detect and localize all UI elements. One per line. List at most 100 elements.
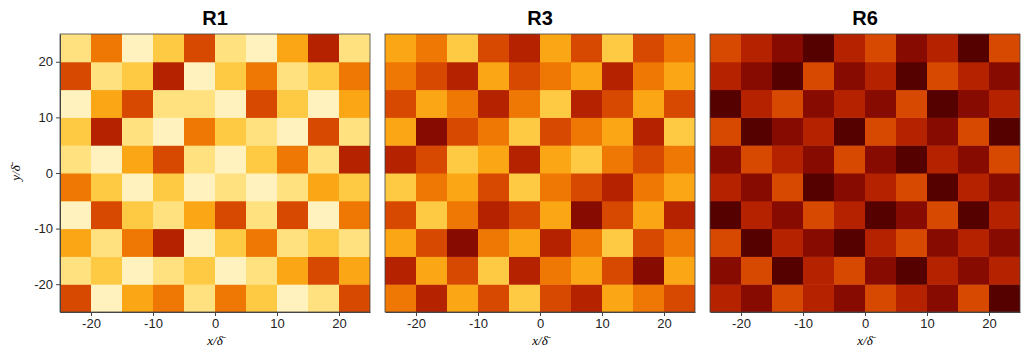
cell — [308, 90, 340, 118]
plot-frame — [60, 34, 370, 312]
y-axis-title: y/δ̄ — [8, 161, 23, 182]
cell — [184, 117, 216, 145]
cell — [184, 256, 216, 284]
cell — [741, 117, 773, 145]
x-tick: 20 — [332, 312, 346, 331]
cell — [540, 145, 572, 173]
cell — [540, 34, 572, 62]
cell — [215, 34, 247, 62]
cell — [540, 256, 572, 284]
cell — [339, 90, 370, 118]
cell — [184, 229, 216, 257]
cell — [571, 90, 603, 118]
cell — [447, 145, 479, 173]
cell — [416, 284, 448, 312]
cell — [865, 145, 897, 173]
cell — [184, 62, 216, 90]
cell — [215, 117, 247, 145]
cell — [215, 90, 247, 118]
cell — [772, 256, 804, 284]
cell — [540, 201, 572, 229]
cell — [834, 90, 866, 118]
cell — [865, 229, 897, 257]
cells — [60, 34, 370, 312]
cell — [509, 34, 541, 62]
x-tick: 0 — [537, 312, 544, 331]
cell — [60, 145, 92, 173]
cell — [339, 256, 370, 284]
cells — [710, 34, 1020, 312]
cell — [184, 284, 216, 312]
cell — [60, 284, 92, 312]
cell — [633, 284, 665, 312]
y-axis: -20-1001020 — [34, 35, 60, 313]
cell — [215, 173, 247, 201]
cell — [91, 201, 123, 229]
cell — [927, 229, 959, 257]
cell — [153, 284, 185, 312]
cell — [664, 117, 695, 145]
cell — [602, 90, 634, 118]
cell — [416, 173, 448, 201]
cell — [246, 117, 278, 145]
cell — [447, 90, 479, 118]
cell — [277, 229, 309, 257]
panel: -20-1001020R6x/δ̄ — [710, 7, 1021, 348]
cell — [896, 284, 928, 312]
x-axis: -20-1001020 — [711, 312, 1021, 331]
cell — [958, 34, 990, 62]
cell — [540, 173, 572, 201]
cell — [633, 201, 665, 229]
cell — [664, 62, 695, 90]
x-axis-title: x/δ̄ — [531, 333, 551, 348]
cell — [633, 34, 665, 62]
cell — [602, 229, 634, 257]
x-tick-label: 0 — [862, 316, 869, 331]
cell — [865, 256, 897, 284]
cell — [710, 284, 742, 312]
cell — [865, 117, 897, 145]
y-tick: 20 — [39, 54, 60, 69]
x-tick-label: -10 — [144, 316, 163, 331]
cell — [184, 173, 216, 201]
cell — [339, 34, 370, 62]
cell — [896, 145, 928, 173]
cell — [277, 117, 309, 145]
cell — [927, 201, 959, 229]
x-tick: 20 — [982, 312, 996, 331]
cell — [571, 62, 603, 90]
cell — [664, 256, 695, 284]
cell — [339, 201, 370, 229]
cell — [478, 62, 510, 90]
cell — [339, 284, 370, 312]
x-axis: -20-1001020 — [386, 312, 696, 331]
cell — [602, 284, 634, 312]
cell — [246, 145, 278, 173]
cell — [184, 201, 216, 229]
x-tick-label: -10 — [469, 316, 488, 331]
cell — [385, 284, 417, 312]
cell — [91, 62, 123, 90]
cell — [416, 34, 448, 62]
cell — [772, 229, 804, 257]
cell — [927, 284, 959, 312]
x-tick: 0 — [862, 312, 869, 331]
cell — [91, 256, 123, 284]
cell — [803, 145, 835, 173]
cell — [571, 284, 603, 312]
cell — [772, 62, 804, 90]
cell — [385, 90, 417, 118]
cell — [447, 229, 479, 257]
y-tick-mark — [56, 173, 60, 174]
cell — [277, 256, 309, 284]
cell — [308, 62, 340, 90]
cell — [509, 256, 541, 284]
cell — [540, 117, 572, 145]
cell — [153, 90, 185, 118]
cell — [989, 229, 1020, 257]
cell — [803, 62, 835, 90]
y-tick: -10 — [34, 221, 60, 236]
x-tick-label: -20 — [732, 316, 751, 331]
cell — [215, 62, 247, 90]
cell — [308, 117, 340, 145]
